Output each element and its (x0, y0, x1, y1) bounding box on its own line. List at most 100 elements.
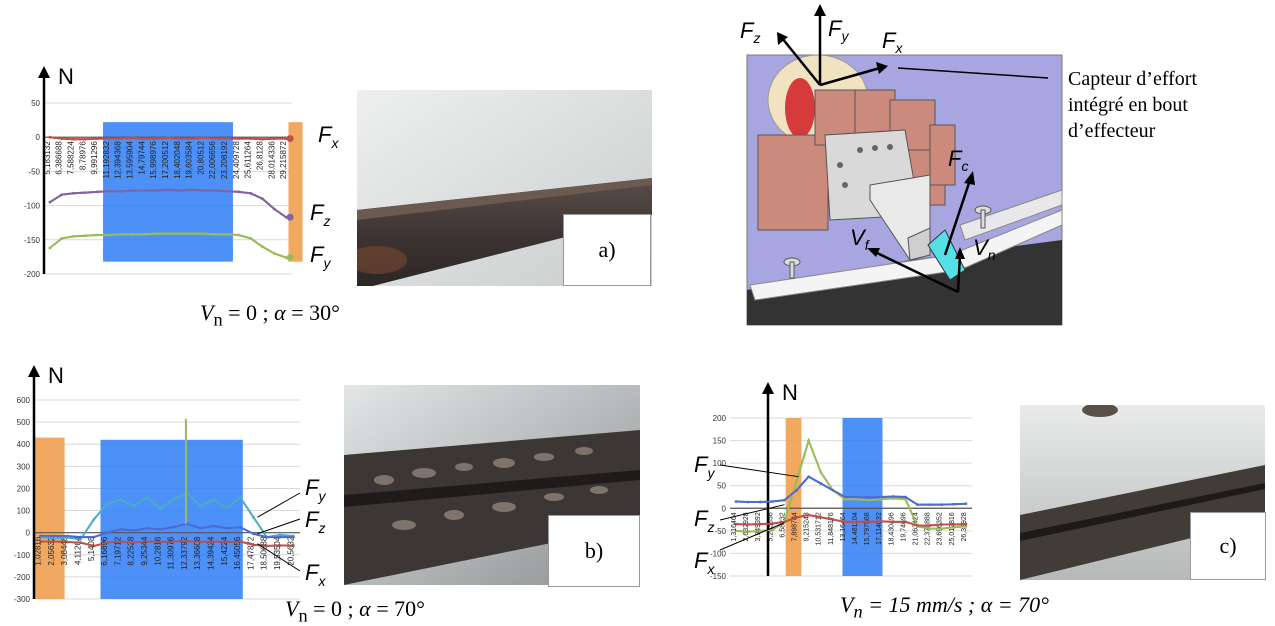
x-tick-label: 18,402048 (173, 141, 182, 179)
y-tick-label: 50 (717, 482, 726, 491)
series-line-overlay (736, 514, 966, 527)
x-tick-label: 20,80512 (196, 141, 205, 175)
y-tick-label: 0 (26, 529, 31, 538)
x-tick-label: 7,898784 (792, 512, 799, 541)
series-end-marker (286, 213, 294, 221)
y-tick-label: -100 (24, 202, 41, 211)
x-tick-label: 12,33792 (180, 536, 189, 570)
caption-a: Vn = 0 ; α = 30° (200, 300, 340, 330)
x-tick-label: 7,588224 (67, 141, 76, 175)
series-line-overlay (49, 232, 287, 259)
series-line-overlay (40, 540, 294, 547)
x-tick-label: 23,208192 (220, 141, 229, 179)
series-line-overlay (49, 188, 287, 219)
y-tick-label: 100 (713, 459, 727, 468)
x-tick-label: 21,063424 (913, 512, 920, 545)
unit-label: N (48, 363, 64, 388)
chart-a: 50 0 -50 -100 -150 -200 5,183132 6,386688 7,5882… (24, 64, 339, 279)
x-tick-label: 14,39424 (207, 536, 216, 570)
y-tick-label: 150 (713, 437, 727, 446)
x-tick-label: 1,316464 (731, 512, 738, 541)
label-fz-c: Fz (694, 506, 714, 535)
y-tick-label: -100 (14, 551, 31, 560)
y-tick-label: -200 (14, 573, 31, 582)
y-tick-label: -150 (24, 236, 41, 245)
series-line-overlay (49, 136, 287, 141)
x-tick-label: 6,58232 (779, 512, 786, 537)
x-tick-label: 11,30976 (167, 536, 176, 569)
y-tick-label: 200 (17, 484, 31, 493)
x-tick-label: 8,22528 (127, 536, 136, 565)
x-tick-label: 8,78976 (78, 141, 87, 170)
x-tick-label: 18,50688 (260, 536, 269, 570)
label-fy-a: Fy (310, 242, 331, 271)
panel-label-a: a) (563, 214, 651, 286)
x-tick-label: 19,74696 (900, 512, 907, 541)
x-tick-label: 7,19712 (113, 536, 122, 565)
highlight-band-orange (288, 122, 303, 262)
x-tick-label: 6,386688 (55, 141, 64, 175)
y-tick-label: 500 (17, 418, 31, 427)
x-tick-label: 28,014336 (267, 141, 276, 179)
chart-b: 600 500 400 300 200 100 0 -100 -200 -300 1,02816 2,… (14, 363, 326, 604)
y-tick-label: -150 (710, 572, 727, 581)
x-tick-label: 19,603584 (185, 141, 194, 179)
x-tick-label: 1,02816 (34, 536, 43, 565)
x-tick-label: 9,25344 (140, 536, 149, 565)
series-line-overlay (40, 491, 294, 541)
sensor-text-line-2: intégré en bout (1068, 94, 1188, 116)
x-tick-label: 17,114032 (876, 512, 883, 545)
sensor-text-line-1: Capteur d’effort (1068, 68, 1198, 90)
x-tick-label: 22,006656 (208, 141, 217, 179)
y-tick-label: -50 (714, 527, 726, 536)
x-tick-label: 13,36608 (193, 536, 202, 570)
x-tick-label: 15,797568 (864, 512, 871, 545)
label-fz-b: Fz (305, 507, 325, 536)
highlight-band-orange (34, 437, 65, 599)
x-tick-label: 16,45056 (233, 536, 242, 570)
y-tick-label: 200 (713, 414, 727, 423)
x-tick-label: 20,5632 (286, 536, 295, 565)
x-tick-label: 15,998976 (149, 141, 158, 179)
x-tick-label: 11,848176 (828, 512, 835, 545)
x-tick-label: 6,16896 (100, 536, 109, 565)
x-tick-label: 17,200512 (161, 141, 170, 179)
highlight-band-orange (785, 418, 802, 576)
x-tick-label: 4,11264 (74, 536, 83, 565)
series-line-overlay (736, 475, 966, 506)
x-tick-label: 9,991296 (90, 141, 99, 175)
y-tick-label: 600 (17, 396, 31, 405)
label-fz-a: Fz (310, 200, 330, 229)
y-tick-label: 400 (17, 440, 31, 449)
chart-c: 200 150 100 50 0 -50 -100 -150 1,316464 2,632928 3… (694, 380, 972, 581)
caption-b: Vn = 0 ; α = 70° (285, 596, 425, 626)
x-tick-label: 14,481104 (852, 512, 859, 545)
series-end-marker (286, 135, 294, 143)
x-tick-label: 3,949392 (755, 512, 762, 541)
sensor-text: Capteur d’effort intégré en bout d’effec… (1068, 66, 1263, 144)
y-tick-label: -300 (14, 595, 31, 604)
x-tick-label: 13,16464 (840, 512, 847, 541)
x-tick-label: 15,4224 (220, 536, 229, 565)
x-tick-label: 17,47872 (246, 536, 255, 570)
x-tick-label: 12,394368 (114, 141, 123, 179)
robot-diagram: Fz Fy Fx Fc Vf Vn (740, 4, 1063, 326)
y-tick-label: 300 (17, 462, 31, 471)
x-tick-label: 25,012816 (949, 512, 956, 545)
x-tick-label: 24,409728 (232, 141, 241, 179)
panel-label-c: c) (1190, 512, 1266, 580)
series-line-overlay (735, 437, 967, 533)
diagram-label-fy: Fy (828, 16, 849, 44)
x-tick-label: 3,08448 (60, 536, 69, 565)
label-fx-a: Fx (318, 122, 339, 151)
unit-label: N (782, 380, 798, 405)
photo-c (1020, 405, 1265, 580)
x-tick-label: 9,215248 (804, 512, 811, 541)
x-tick-label: 29,215872 (279, 141, 288, 179)
x-tick-label: 10,531712 (816, 512, 823, 545)
series-line-overlay (40, 522, 294, 538)
y-tick-label: 50 (31, 99, 40, 108)
y-tick-label: 0 (36, 133, 41, 142)
label-fy-b: Fy (305, 475, 326, 504)
label-fx-b: Fx (305, 560, 326, 589)
